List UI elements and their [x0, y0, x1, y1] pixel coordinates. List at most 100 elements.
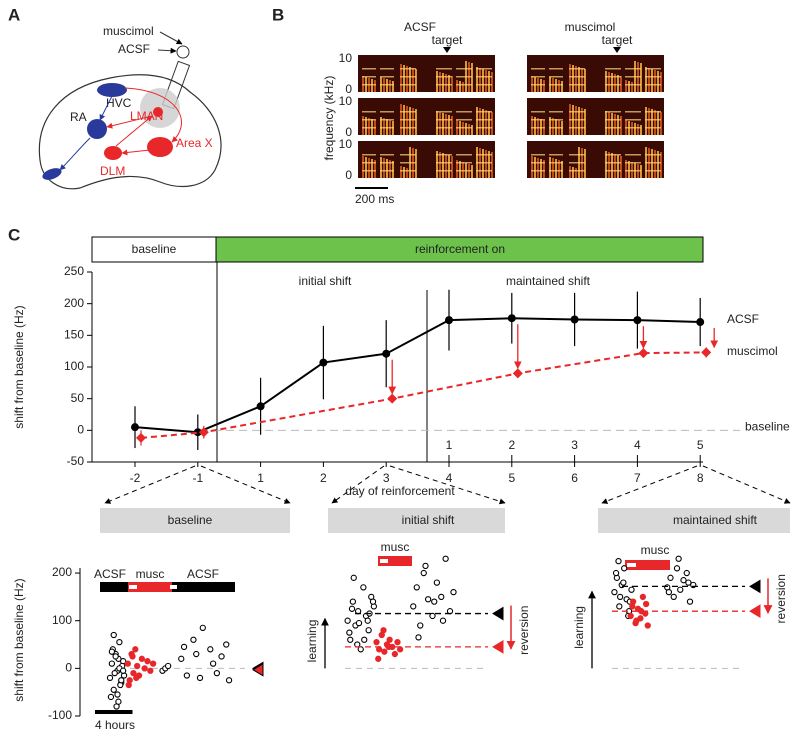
y-tick-label: 10: [339, 51, 353, 65]
spectrogram-energy: [540, 159, 542, 178]
harmonic: [380, 111, 394, 113]
point: [615, 557, 622, 565]
harmonic: [436, 68, 452, 70]
spectrogram-energy: [488, 111, 490, 135]
harmonic: [569, 154, 585, 156]
spectrogram-energy: [412, 108, 414, 135]
timeline-bar: [128, 582, 172, 592]
harmonic: [625, 111, 641, 113]
spectrogram-energy: [389, 160, 391, 178]
y-tick-label: 10: [339, 137, 353, 151]
spectrogram-energy: [617, 75, 619, 92]
point: [627, 612, 634, 620]
spectrogram-energy: [479, 68, 481, 92]
spectrogram-energy: [657, 71, 659, 92]
spectrogram-energy: [456, 80, 458, 92]
area-x: [147, 137, 173, 157]
spectrogram-energy: [569, 64, 571, 92]
point: [629, 603, 636, 610]
spectrogram-energy: [442, 113, 444, 135]
spectrogram-energy: [362, 156, 364, 178]
harmonic: [625, 127, 641, 129]
panel-a: A muscimol ACSF HVC RA LMAN Area X DLM: [8, 5, 222, 190]
annotation: maintained shift: [506, 274, 591, 288]
y-tick-label: 50: [71, 391, 85, 405]
point: [110, 686, 117, 693]
point: [223, 641, 230, 648]
spectrogram-energy: [581, 108, 583, 135]
harmonic: [645, 111, 661, 113]
point: [108, 660, 116, 667]
y-tick-label: 100: [52, 613, 72, 627]
spectrogram-energy: [614, 154, 616, 178]
spectrogram-energy: [362, 116, 364, 135]
point: [611, 588, 618, 596]
spectrogram-energy: [365, 157, 367, 178]
harmonic: [380, 170, 394, 172]
spectrogram-energy: [448, 155, 450, 178]
spectrogram-energy: [654, 150, 656, 178]
spectrogram-energy: [578, 67, 580, 92]
timeline-gap: [380, 559, 388, 563]
harmonic: [645, 76, 661, 78]
point: [116, 638, 123, 646]
point: [124, 660, 131, 667]
harmonic: [531, 170, 545, 172]
point: [670, 593, 677, 601]
spectrogram-energy: [634, 123, 636, 135]
point: [417, 622, 424, 629]
spectrogram-energy: [657, 111, 659, 135]
acsf-mean-marker: [749, 579, 761, 594]
harmonic: [625, 119, 641, 121]
point: [638, 348, 649, 359]
timeline-label: ACSF: [94, 567, 126, 581]
timeline-label: musc: [136, 567, 165, 581]
label: muscimol: [103, 24, 154, 38]
x-tick-label: 8: [697, 471, 704, 485]
spectrogram-energy: [614, 74, 616, 92]
harmonic: [456, 170, 472, 172]
spectrogram-energy: [543, 160, 545, 178]
spectrogram-energy: [479, 108, 481, 135]
spectrogram-energy: [572, 65, 574, 92]
y-tick-label: 0: [345, 125, 352, 139]
point: [382, 349, 391, 358]
point: [410, 603, 417, 610]
target-label: target: [432, 33, 463, 47]
arrow: [159, 31, 183, 45]
harmonic: [531, 76, 545, 78]
harmonic: [456, 154, 472, 156]
point: [438, 593, 445, 601]
point: [125, 681, 132, 689]
x-axis-label: day of reinforcement: [345, 484, 455, 498]
musc-mean-marker: [492, 640, 504, 654]
harmonic: [605, 76, 621, 78]
y-tick-label: 10: [339, 94, 353, 108]
spectrogram-energy: [531, 156, 533, 178]
harmonic: [476, 84, 492, 86]
spectrogram: [358, 141, 495, 178]
harmonic: [400, 68, 416, 70]
spectrogram-energy: [456, 160, 458, 178]
harmonic: [400, 119, 416, 121]
spectrogram-energy: [491, 152, 493, 178]
ra: [87, 119, 107, 139]
point: [381, 648, 388, 655]
spectrogram-energy: [628, 81, 630, 92]
harmonic: [400, 154, 416, 156]
harmonic: [569, 119, 585, 121]
timeline-gap: [627, 563, 636, 567]
spectrogram-energy: [537, 118, 539, 135]
point: [387, 393, 398, 404]
harmonic: [645, 170, 661, 172]
point: [415, 634, 422, 641]
harmonic: [456, 111, 472, 113]
y-tick-label: 0: [345, 168, 352, 182]
spectrogram-energy: [462, 82, 464, 92]
learning-label: learning: [305, 620, 319, 663]
point: [147, 667, 154, 674]
point: [665, 588, 673, 596]
baseline-label: baseline: [745, 420, 790, 434]
spectrogram-energy: [611, 73, 613, 92]
series-label: muscimol: [727, 344, 778, 358]
